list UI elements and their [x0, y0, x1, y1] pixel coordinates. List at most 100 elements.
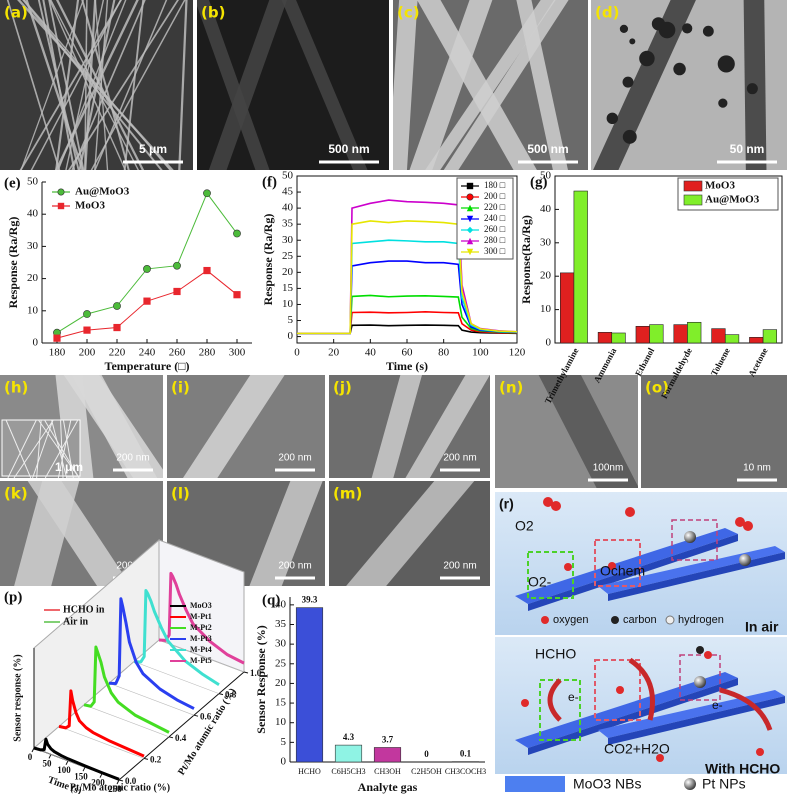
nanoparticle: [629, 38, 636, 45]
fibre: [182, 375, 285, 478]
y-tick-label: 10: [275, 716, 287, 728]
panel-label: (p): [4, 589, 22, 605]
fibre: [30, 0, 122, 170]
nanobelt: [598, 690, 785, 738]
micrograph-content: [593, 0, 767, 170]
fibre: [27, 481, 131, 586]
y-tick-label: 20: [27, 272, 39, 284]
bar: [334, 744, 363, 763]
condition-label: With HCHO: [705, 761, 780, 777]
z-tick-label: 0.8: [225, 690, 237, 700]
series-line: [33, 737, 120, 781]
marker: [113, 323, 121, 332]
dashed-box: [594, 659, 641, 721]
fibre: [38, 419, 80, 478]
legend-swatch: [683, 180, 703, 192]
panel-label: (a): [4, 4, 28, 22]
x-tick-label: 150: [74, 771, 88, 781]
y-tick-label: 40: [540, 203, 552, 215]
legend-label: MoO3: [705, 180, 735, 192]
x-tick-label: 40: [365, 347, 377, 359]
micrograph-content: [371, 375, 490, 478]
marker: [53, 334, 61, 342]
marker: [143, 265, 151, 273]
legend-label: 260 □: [484, 224, 506, 234]
series-depth: [133, 661, 220, 694]
x-tick-label: 0: [294, 347, 300, 359]
y-tick-label: 10: [282, 298, 294, 310]
fibre: [81, 0, 130, 170]
marker: [466, 248, 474, 256]
micrograph-content: [14, 481, 131, 586]
x-tick-label: 60: [402, 347, 414, 359]
fibre: [42, 0, 76, 170]
x-tick-label: Toluene: [709, 346, 732, 377]
x-tick-label: 220: [109, 347, 126, 359]
inset: [1, 419, 81, 477]
oxygen-atom: [608, 562, 616, 570]
fibre: [425, 0, 556, 170]
panel-label: (g): [530, 174, 548, 190]
x-tick: [48, 754, 52, 759]
nanobelt: [598, 546, 785, 594]
panel-label: (i): [171, 379, 190, 397]
fibre: [538, 375, 638, 488]
y-tick-label: 15: [275, 697, 287, 709]
legend-label: MoO3: [190, 601, 212, 610]
fibre: [84, 0, 97, 170]
micrograph-content: [182, 375, 285, 478]
series-depth: [83, 704, 170, 738]
y-tick-label: 20: [275, 677, 287, 689]
panel-label: (e): [4, 175, 21, 191]
fibre: [19, 0, 123, 170]
x-tick-label: HCHO: [298, 767, 321, 776]
micrograph-content: [1, 375, 163, 478]
legend-label: oxygen: [553, 614, 588, 626]
oxygen-atom: [543, 497, 553, 507]
y-tick-label: 30: [275, 638, 287, 650]
y-tick-label: 20: [540, 270, 552, 282]
fibre: [346, 481, 475, 586]
nanobelt: [515, 672, 738, 748]
nanoparticle: [639, 50, 655, 67]
oxygen-atom: [656, 754, 664, 762]
micrograph: (o) 10 nm: [641, 375, 787, 488]
y-tick-label: 5: [288, 314, 294, 326]
z-tick-label: 0.6: [200, 711, 212, 721]
panel-label: (m): [333, 485, 362, 503]
dashed-box: [679, 654, 721, 701]
oxygen-atom: [704, 651, 712, 659]
nanoparticle: [717, 55, 735, 73]
z-tick-label: 1.0: [250, 668, 262, 678]
pt-particle: [739, 554, 751, 566]
y-tick-label: 35: [275, 618, 287, 630]
x-tick-label: 200: [79, 347, 96, 359]
panel-label: (h): [4, 379, 28, 397]
legend-label: 180 □: [484, 180, 506, 190]
panel-label: (q): [262, 592, 280, 608]
legend-label: hydrogen: [678, 614, 724, 626]
legend-swatch: [505, 776, 565, 792]
annotation: HCHO in: [63, 604, 105, 615]
fibre: [281, 0, 368, 170]
fibre: [55, 0, 145, 170]
legend-label: M-Pt2: [190, 623, 212, 632]
dashed-box: [594, 539, 641, 587]
oxygen-atom: [625, 507, 635, 517]
condition-label: In air: [745, 619, 779, 635]
legend-label: M-Pt4: [190, 645, 212, 654]
scale-label: 200 nm: [278, 561, 311, 572]
series-line: [297, 294, 518, 335]
chart: (q) 0 5 10 15 20 25 30 35 40 Sensor Response (%) An…: [254, 592, 486, 793]
fibre: [68, 0, 179, 170]
micrograph: (a) 5 μm: [0, 0, 193, 170]
bar: [559, 272, 575, 344]
y-tick-label: 30: [540, 236, 552, 248]
legend-label: 220 □: [484, 202, 506, 212]
y-axis-title: Sensor Response (%): [254, 625, 268, 733]
carbon-atom: [696, 646, 704, 654]
fibre: [57, 419, 72, 478]
bar: [724, 334, 740, 344]
x-tick: [31, 747, 35, 753]
nanoparticle: [622, 129, 637, 144]
